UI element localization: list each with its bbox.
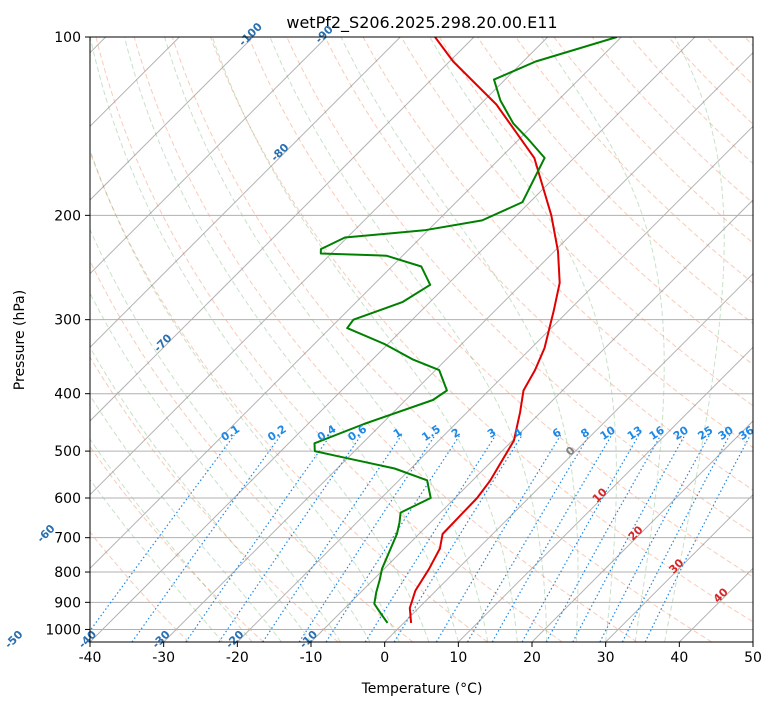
- mixing-ratio-label: 1: [391, 426, 405, 441]
- isotherm-label: -80: [268, 141, 291, 164]
- isotherm-label: -10: [297, 628, 320, 651]
- isotherm-line: [532, 37, 775, 642]
- y-tick-label: 900: [54, 595, 81, 611]
- y-tick-label: 300: [54, 313, 81, 329]
- dry-adiabat: [592, 37, 775, 642]
- mixing-ratio-label: 8: [578, 426, 592, 441]
- mixing-ratio-label: 25: [695, 424, 715, 443]
- x-tick-label: -20: [226, 650, 249, 666]
- mixing-ratio-label: 13: [625, 424, 645, 443]
- mixing-ratio-line: [492, 435, 611, 642]
- dry-adiabat: [20, 37, 413, 642]
- mixing-ratio-line: [132, 435, 281, 642]
- isotherm-line: [0, 37, 400, 642]
- x-tick-label: 30: [597, 650, 615, 666]
- mixing-ratio-label: 30: [716, 423, 736, 442]
- moist-adiabat: [212, 37, 517, 642]
- dry-adiabat: [707, 37, 775, 642]
- moist-adiabat: [270, 37, 547, 642]
- isotherm-label: -70: [151, 331, 174, 354]
- isotherm-line: [237, 37, 775, 642]
- moist-adiabat: [665, 37, 725, 642]
- moist-adiabat: [0, 37, 311, 642]
- dry-adiabat: [554, 37, 775, 642]
- dry-adiabat: [134, 37, 637, 642]
- dewpoint-profile: [315, 37, 617, 623]
- dry-adiabat: [668, 37, 775, 642]
- moist-adiabat: [0, 37, 252, 642]
- x-tick-label: -10: [300, 650, 323, 666]
- warm-isotherm-label: 30: [666, 556, 686, 576]
- temperature-profile: [410, 37, 560, 623]
- x-tick-label: 20: [523, 650, 541, 666]
- isotherm-line: [679, 37, 775, 642]
- isotherm-label: -50: [2, 628, 25, 651]
- dry-adiabat: [745, 37, 775, 642]
- mixing-ratio-label: 36: [736, 423, 756, 442]
- x-tick-label: -40: [79, 650, 102, 666]
- mixing-ratio-label: 0.2: [265, 422, 288, 444]
- x-tick-label: 40: [670, 650, 688, 666]
- mixing-ratio-line: [522, 435, 639, 642]
- profile-lines: [315, 37, 617, 623]
- isotherm-label: -30: [150, 628, 173, 651]
- moist-adiabat: [34, 37, 370, 642]
- y-tick-label: 500: [54, 444, 81, 460]
- x-tick-label: 50: [744, 650, 762, 666]
- mixing-ratio-line: [326, 435, 460, 642]
- y-tick-label: 400: [54, 387, 81, 403]
- warm-isotherm-label: 10: [590, 485, 610, 505]
- dry-adiabat: [478, 37, 775, 642]
- y-tick-label: 100: [54, 30, 81, 46]
- dry-adiabat: [172, 37, 711, 642]
- moist-adiabat: [90, 37, 429, 642]
- isotherm-line: [458, 37, 775, 642]
- moist-adiabat: [0, 37, 223, 642]
- isotherm-line: [311, 37, 775, 642]
- moist-adiabat: [61, 37, 400, 642]
- isotherm-line: [164, 37, 769, 642]
- x-tick-label: -30: [152, 650, 175, 666]
- y-tick-label: 200: [54, 208, 81, 224]
- isotherm-line: [385, 37, 775, 642]
- dry-adiabat: [516, 37, 775, 642]
- dry-adiabat: [363, 37, 775, 642]
- y-tick-label: 700: [54, 531, 81, 547]
- dry-adiabat: [0, 37, 264, 642]
- mixing-ratio-label: 0.6: [346, 422, 370, 444]
- isotherm-line: [753, 37, 775, 642]
- plot-frame: [90, 37, 753, 642]
- isotherm-line: [0, 37, 253, 642]
- y-tick-label: 800: [54, 565, 81, 581]
- warm-isotherm-label: 20: [626, 523, 646, 543]
- moist-adiabat: [11, 37, 341, 642]
- background-lines: [0, 37, 775, 642]
- y-tick-label: 1000: [45, 622, 81, 638]
- mixing-ratio-label: 2: [449, 426, 463, 441]
- isotherm-label: -100: [236, 20, 265, 49]
- moist-adiabat: [125, 37, 459, 642]
- y-tick-label: 600: [54, 491, 81, 507]
- x-axis-label: Temperature (°C): [361, 681, 483, 697]
- x-tick-label: 10: [449, 650, 467, 666]
- x-tick-label: 0: [380, 650, 389, 666]
- dry-adiabat: [58, 37, 488, 642]
- mixing-ratio-label: 3: [485, 426, 499, 441]
- y-axis-label: Pressure (hPa): [12, 290, 28, 390]
- mixing-ratio-label: 0.1: [219, 422, 242, 444]
- mixing-ratio-label: 1.5: [419, 422, 442, 444]
- isotherm-line: [16, 37, 621, 642]
- isotherm-line: [0, 37, 474, 642]
